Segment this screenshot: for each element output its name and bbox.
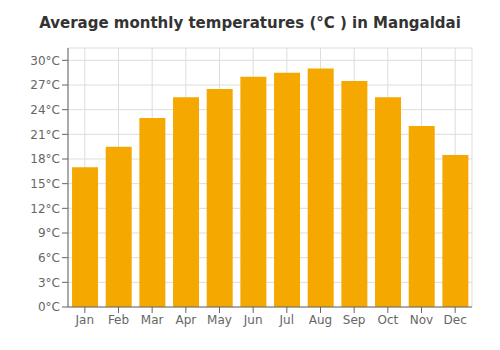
svg-text:Apr: Apr: [175, 313, 196, 327]
svg-text:3°C: 3°C: [38, 276, 60, 290]
svg-text:15°C: 15°C: [30, 177, 60, 191]
svg-text:18°C: 18°C: [30, 152, 60, 166]
svg-text:Oct: Oct: [377, 313, 398, 327]
svg-text:Nov: Nov: [410, 313, 433, 327]
html-text:Average monthly temperatures (: Average monthly temperatures (°C ) in Ma…: [39, 14, 461, 32]
svg-text:12°C: 12°C: [30, 202, 60, 216]
svg-text:May: May: [207, 313, 232, 327]
svg-text:Jan: Jan: [75, 313, 95, 327]
svg-text:Jun: Jun: [243, 313, 263, 327]
svg-text:6°C: 6°C: [38, 251, 60, 265]
svg-text:0°C: 0°C: [38, 300, 60, 314]
svg-text:27°C: 27°C: [30, 78, 60, 92]
svg-text:Dec: Dec: [444, 313, 467, 327]
svg-text:24°C: 24°C: [30, 103, 60, 117]
svg-text:30°C: 30°C: [30, 54, 60, 68]
svg-text:Aug: Aug: [309, 313, 332, 327]
svg-text:21°C: 21°C: [30, 128, 60, 142]
svg-text:9°C: 9°C: [38, 226, 60, 240]
svg-text:Sep: Sep: [343, 313, 366, 327]
svg-text:Jul: Jul: [279, 313, 294, 327]
svg-text:Mar: Mar: [141, 313, 164, 327]
svg-text:Feb: Feb: [108, 313, 129, 327]
